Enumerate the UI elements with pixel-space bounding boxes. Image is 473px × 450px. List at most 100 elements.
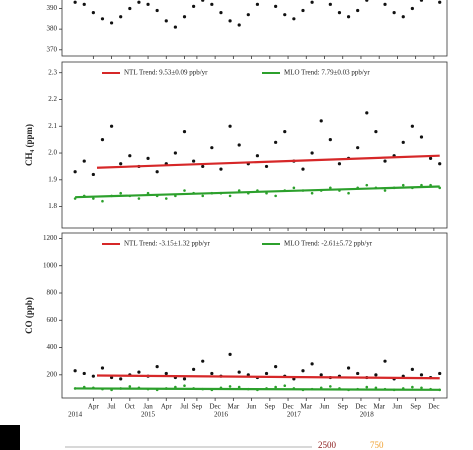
data-point — [310, 151, 314, 155]
data-point — [347, 191, 350, 195]
data-point — [192, 367, 196, 371]
data-point — [137, 0, 141, 4]
data-point — [237, 370, 241, 374]
x-year-label: 2015 — [141, 411, 156, 419]
y-axis-label: CH₄ (ppm) — [24, 124, 34, 166]
x-tick-label: Oct — [125, 403, 135, 411]
y-tick-label: 380 — [47, 25, 58, 33]
data-point — [137, 370, 141, 374]
x-tick-label: Mar — [373, 403, 385, 411]
data-point — [401, 140, 405, 144]
data-point — [192, 4, 196, 8]
data-point — [356, 371, 360, 376]
data-point — [292, 17, 296, 21]
data-point — [383, 359, 387, 363]
data-point — [319, 119, 323, 123]
data-point — [109, 124, 114, 128]
data-point — [374, 386, 378, 390]
data-point — [411, 385, 414, 389]
data-point — [329, 186, 332, 190]
data-point — [237, 189, 241, 192]
x-tick-label: Sep — [410, 403, 421, 411]
cut-label: 750 — [370, 440, 384, 450]
y-tick-label: 370 — [47, 45, 58, 53]
data-point — [428, 156, 433, 160]
data-point — [237, 143, 241, 147]
data-point — [301, 369, 305, 373]
data-point — [201, 194, 205, 198]
data-point — [264, 371, 269, 376]
data-point — [420, 183, 423, 187]
data-point — [365, 111, 369, 115]
x-tick-label: Apr — [88, 403, 100, 411]
data-point — [274, 385, 277, 389]
data-point — [146, 191, 150, 195]
data-point — [91, 11, 95, 15]
x-tick-label: Dec — [209, 403, 220, 411]
data-point — [401, 15, 405, 19]
data-point — [283, 384, 287, 388]
data-point — [310, 362, 314, 366]
data-point — [92, 197, 95, 200]
y-tick-label: 1200 — [43, 234, 58, 242]
data-point — [283, 130, 287, 134]
data-point — [228, 19, 232, 23]
data-point — [274, 4, 278, 8]
x-tick-label: Sep — [192, 403, 203, 411]
data-point — [438, 0, 442, 4]
data-point — [100, 138, 105, 142]
data-point — [237, 23, 241, 27]
data-point — [119, 377, 123, 381]
y-tick-label: 800 — [47, 289, 58, 297]
data-point — [228, 124, 232, 128]
data-point — [210, 2, 214, 6]
data-point — [310, 0, 314, 4]
data-point — [374, 130, 378, 134]
x-tick-label: Mar — [300, 403, 312, 411]
data-point — [146, 156, 150, 160]
y-axis-label: CO (ppb) — [24, 297, 34, 334]
data-point — [182, 15, 187, 19]
legend-label: MLO Trend: 7.79±0.03 ppb/yr — [284, 69, 370, 77]
data-point — [356, 8, 360, 13]
cut-label: 2500 — [318, 440, 337, 450]
data-point — [82, 371, 86, 376]
data-point — [264, 164, 269, 169]
x-tick-label: Jul — [107, 403, 115, 411]
data-point — [146, 2, 150, 6]
data-point — [346, 366, 351, 370]
data-point — [337, 162, 342, 166]
data-point — [119, 15, 123, 19]
data-point — [328, 2, 332, 6]
x-year-label: 2016 — [214, 411, 229, 419]
data-point — [383, 159, 387, 163]
data-point — [419, 0, 424, 2]
data-point — [182, 377, 187, 381]
y-tick-label: 2.2 — [48, 95, 57, 103]
legend-label: NTL Trend: 9.53±0.09 ppb/yr — [124, 69, 208, 77]
data-point — [219, 11, 223, 15]
data-point — [383, 2, 387, 6]
data-point — [255, 2, 260, 6]
y-tick-label: 1.8 — [48, 202, 57, 210]
x-tick-label: Mar — [228, 403, 240, 411]
data-point — [301, 8, 305, 13]
y-tick-label: 1000 — [43, 261, 58, 269]
data-point — [356, 146, 360, 150]
data-point — [164, 19, 168, 23]
trend-line — [96, 154, 440, 169]
x-year-label: 2018 — [360, 411, 375, 419]
data-point — [155, 8, 159, 13]
data-point — [392, 11, 396, 15]
data-point — [100, 366, 105, 370]
data-point — [101, 199, 104, 203]
data-point — [183, 384, 186, 388]
data-point — [228, 352, 232, 356]
x-tick-label: Sep — [265, 403, 276, 411]
panel-frame — [61, 232, 448, 399]
data-point — [274, 194, 277, 198]
data-point — [164, 371, 168, 376]
y-tick-label: 2.3 — [48, 68, 57, 76]
data-point — [365, 183, 369, 187]
data-point — [109, 375, 114, 380]
